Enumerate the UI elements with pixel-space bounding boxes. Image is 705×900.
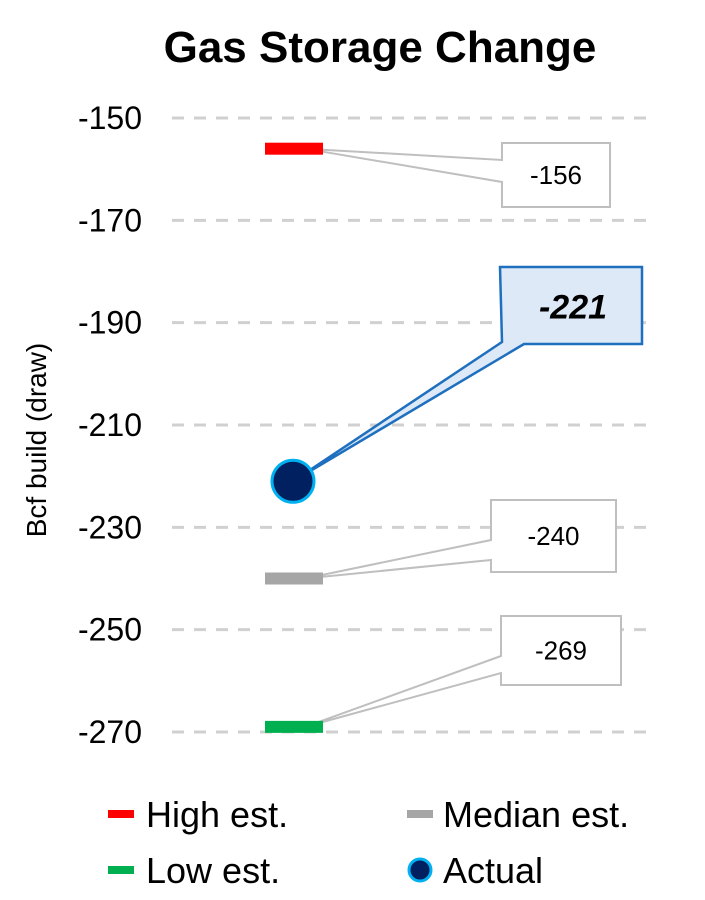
legend-swatch (108, 866, 134, 874)
data-label: -221 (539, 289, 607, 327)
callout-box (304, 499, 617, 580)
data-marks (265, 142, 323, 733)
legend-swatch (407, 810, 433, 818)
y-tick-label: -270 (78, 714, 142, 750)
y-axis-label: Bcf build (draw) (21, 343, 52, 538)
chart-title: Gas Storage Change (164, 23, 597, 72)
y-tick-label: -250 (78, 612, 142, 648)
estimate-marker (265, 720, 323, 733)
legend-label: Median est. (443, 794, 629, 835)
estimate-marker (265, 142, 323, 155)
data-label-callouts: -156 -240 -269 -221 (292, 142, 644, 728)
data-label: -240 (527, 521, 579, 551)
data-label: -269 (535, 636, 587, 666)
legend-label: Low est. (146, 850, 280, 891)
y-tick-label: -170 (78, 202, 142, 238)
legend-swatch (108, 810, 134, 818)
y-tick-label: -190 (78, 305, 142, 341)
actual-marker (270, 458, 316, 504)
legend: High est. Median est. Low est. Actual (108, 794, 629, 891)
estimate-marker (265, 572, 323, 585)
actual-callout-box (292, 265, 644, 483)
y-tick-label: -210 (78, 407, 142, 443)
legend-label: High est. (146, 794, 288, 835)
callout-box (304, 142, 611, 208)
legend-label: Actual (443, 850, 543, 891)
callout-box (304, 615, 622, 728)
legend-swatch (407, 857, 433, 883)
y-tick-label: -150 (78, 100, 142, 136)
y-tick-labels: -150 -170 -190 -210 -230 -250 -270 (78, 100, 142, 750)
data-label: -156 (530, 160, 582, 190)
y-tick-label: -230 (78, 509, 142, 545)
